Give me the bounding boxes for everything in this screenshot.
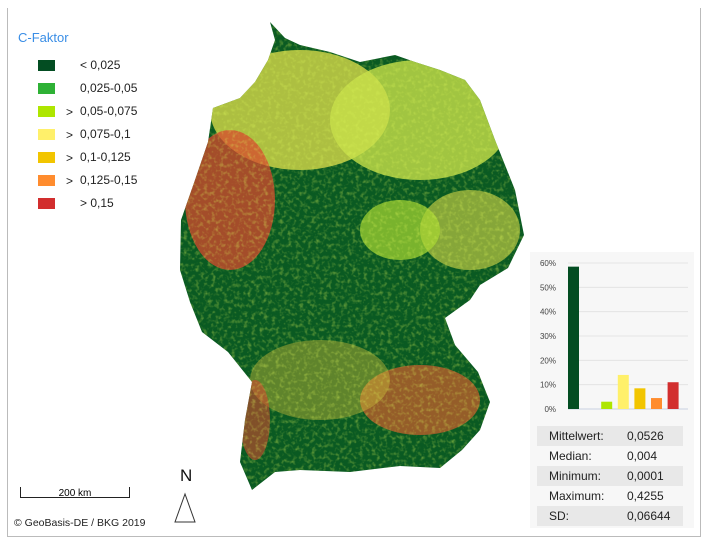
legend-prefix: > bbox=[66, 151, 74, 165]
legend-label: 0,1-0,125 bbox=[80, 150, 131, 164]
y-tick-label: 0% bbox=[544, 405, 556, 414]
legend-swatch bbox=[38, 175, 55, 186]
y-tick-label: 20% bbox=[540, 356, 556, 365]
stat-label: Minimum: bbox=[549, 469, 602, 483]
stat-row: Median: 0,004 bbox=[537, 446, 683, 466]
legend-swatch bbox=[38, 106, 55, 117]
stat-label: Maximum: bbox=[549, 489, 605, 503]
scale-label: 200 km bbox=[58, 488, 92, 499]
y-tick-label: 40% bbox=[540, 308, 556, 317]
stat-label: Mittelwert: bbox=[549, 429, 604, 443]
histogram-bar bbox=[651, 398, 662, 409]
north-label: N bbox=[180, 466, 193, 485]
stat-label: Median: bbox=[549, 449, 592, 463]
stat-value: 0,0001 bbox=[627, 469, 664, 483]
histogram-bar bbox=[617, 374, 629, 409]
histogram-bar bbox=[568, 266, 579, 409]
scale-bar bbox=[20, 487, 130, 498]
stat-label: SD: bbox=[549, 509, 570, 523]
y-tick-label: 60% bbox=[540, 259, 556, 268]
stat-row: SD: 0,06644 bbox=[537, 506, 683, 526]
frame-border bbox=[7, 8, 701, 537]
stat-value: 0,4255 bbox=[627, 489, 664, 503]
stat-value: 0,004 bbox=[627, 449, 658, 463]
legend-label: 0,025-0,05 bbox=[80, 81, 138, 95]
y-tick-label: 10% bbox=[540, 381, 556, 390]
legend-swatch bbox=[38, 83, 55, 94]
north-arrow-icon bbox=[174, 492, 196, 523]
stat-value: 0,06644 bbox=[627, 509, 671, 523]
legend-label: 0,05-0,075 bbox=[80, 104, 138, 118]
y-tick-label: 30% bbox=[540, 332, 556, 341]
stat-row: Minimum: 0,0001 bbox=[537, 466, 683, 486]
legend-prefix: > bbox=[66, 128, 74, 142]
legend-label: 0,125-0,15 bbox=[80, 173, 138, 187]
stat-value: 0,0526 bbox=[627, 429, 664, 443]
histogram-bar bbox=[601, 401, 613, 409]
y-tick-label: 50% bbox=[540, 283, 556, 292]
legend-swatch bbox=[38, 198, 55, 209]
legend-label: > 0,15 bbox=[80, 196, 114, 210]
copyright: © GeoBasis-DE / BKG 2019 bbox=[14, 517, 146, 529]
legend-swatch bbox=[38, 129, 55, 140]
histogram-bar bbox=[667, 382, 679, 409]
legend-prefix: > bbox=[66, 105, 74, 119]
legend-title: C-Faktor bbox=[18, 30, 69, 45]
legend-swatch bbox=[38, 152, 55, 163]
legend-label: < 0,025 bbox=[80, 58, 121, 72]
histogram-bar bbox=[634, 388, 646, 409]
stat-row: Mittelwert: 0,0526 bbox=[537, 426, 683, 446]
legend-swatch bbox=[38, 60, 55, 71]
stat-row: Maximum: 0,4255 bbox=[537, 486, 683, 506]
histogram-chart: 0% 10% 20% 30% 40% 50% 60% bbox=[540, 259, 688, 414]
legend-prefix: > bbox=[66, 174, 74, 188]
legend-label: 0,075-0,1 bbox=[80, 127, 131, 141]
